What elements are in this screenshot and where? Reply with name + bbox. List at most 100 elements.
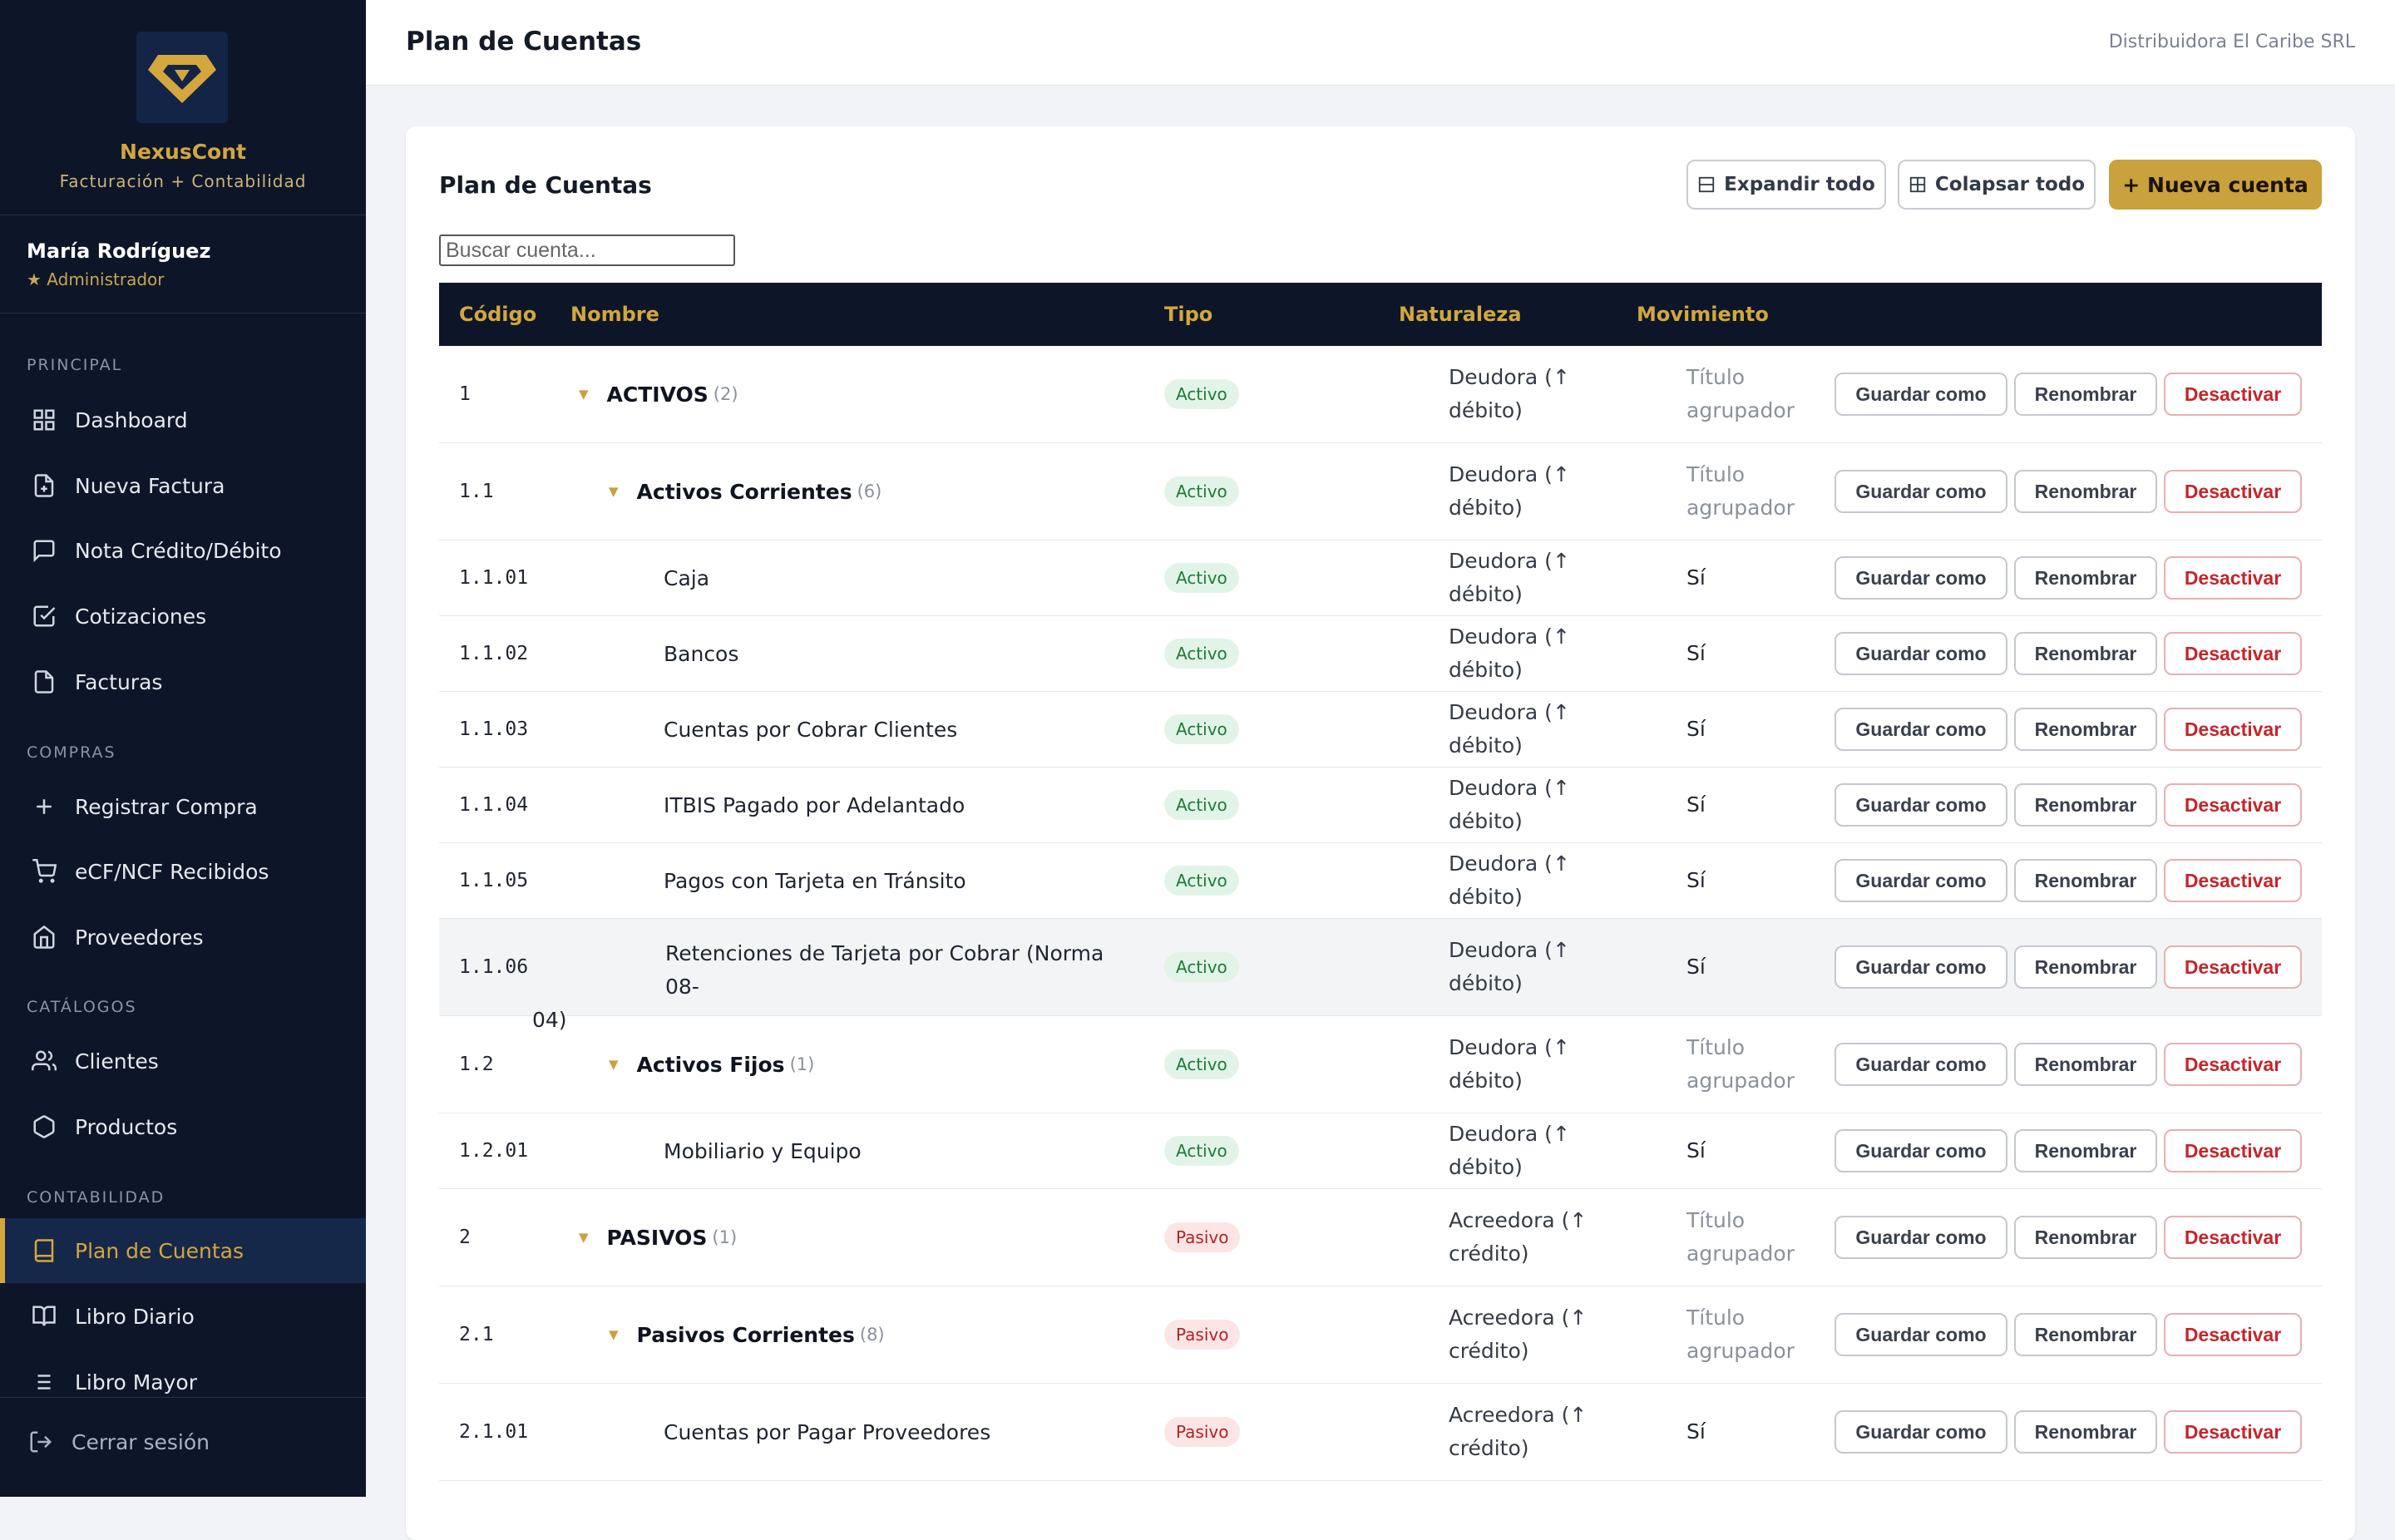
deactivate-button[interactable]: Desactivar bbox=[2164, 1129, 2302, 1172]
rename-button[interactable]: Renombrar bbox=[2014, 708, 2157, 751]
collapse-icon bbox=[1909, 175, 1927, 194]
save-as-button[interactable]: Guardar como bbox=[1835, 1216, 2007, 1259]
account-nature: Deudora (↑ débito) bbox=[1449, 938, 1570, 995]
save-as-button[interactable]: Guardar como bbox=[1835, 1129, 2007, 1172]
save-as-button[interactable]: Guardar como bbox=[1835, 945, 2007, 989]
nature-cell: Deudora (↑ débito) bbox=[1449, 692, 1640, 767]
rename-button[interactable]: Renombrar bbox=[2014, 1043, 2157, 1086]
save-as-button[interactable]: Guardar como bbox=[1835, 556, 2007, 600]
account-movement: Sí bbox=[1686, 717, 1706, 741]
nature-cell: Deudora (↑ débito) bbox=[1449, 540, 1640, 615]
rename-button[interactable]: Renombrar bbox=[2014, 859, 2157, 902]
section-contabilidad: CONTABILIDAD bbox=[27, 1188, 165, 1207]
collapse-all-button[interactable]: Colapsar todo bbox=[1898, 160, 2096, 210]
save-as-button[interactable]: Guardar como bbox=[1835, 708, 2007, 751]
caret-down-icon[interactable]: ▼ bbox=[609, 1057, 619, 1072]
expand-all-label: Expandir todo bbox=[1724, 174, 1875, 195]
message-icon bbox=[30, 536, 58, 565]
rename-button[interactable]: Renombrar bbox=[2014, 632, 2157, 675]
account-name: Caja bbox=[664, 565, 710, 590]
save-as-button[interactable]: Guardar como bbox=[1835, 783, 2007, 827]
row-actions: Guardar como Renombrar Desactivar bbox=[1828, 1286, 2302, 1383]
user-role: ★ Administrador bbox=[27, 269, 165, 289]
movement-cell: Sí bbox=[1686, 616, 1853, 691]
sidebar-item-facturas[interactable]: Facturas bbox=[0, 649, 366, 714]
sidebar-item-registrar-compra[interactable]: Registrar Compra bbox=[0, 774, 366, 839]
save-as-button[interactable]: Guardar como bbox=[1835, 1410, 2007, 1454]
movement-cell: Título agrupador bbox=[1686, 443, 1853, 540]
type-badge: Activo bbox=[1164, 476, 1239, 506]
sidebar-item-label: Plan de Cuentas bbox=[75, 1238, 244, 1263]
rename-button[interactable]: Renombrar bbox=[2014, 945, 2157, 989]
brand-name: NexusCont bbox=[120, 140, 246, 164]
rename-button[interactable]: Renombrar bbox=[2014, 1410, 2157, 1454]
account-name-cell: Mobiliario y Equipo bbox=[664, 1113, 862, 1188]
deactivate-button[interactable]: Desactivar bbox=[2164, 556, 2302, 600]
save-as-button[interactable]: Guardar como bbox=[1835, 1313, 2007, 1356]
deactivate-button[interactable]: Desactivar bbox=[2164, 1410, 2302, 1454]
table-row: 1 ▼ ACTIVOS (2) Activo Deudora (↑ débito) Títu… bbox=[439, 346, 2322, 443]
account-nature: Deudora (↑ débito) bbox=[1449, 549, 1570, 606]
account-name: ACTIVOS bbox=[606, 382, 709, 407]
rename-button[interactable]: Renombrar bbox=[2014, 1129, 2157, 1172]
col-code: Código bbox=[459, 303, 537, 326]
sidebar-item-plan-de-cuentas[interactable]: Plan de Cuentas bbox=[0, 1218, 366, 1283]
save-as-button[interactable]: Guardar como bbox=[1835, 373, 2007, 416]
expand-all-button[interactable]: Expandir todo bbox=[1686, 160, 1886, 210]
account-name: Cuentas por Pagar Proveedores bbox=[664, 1419, 991, 1444]
deactivate-button[interactable]: Desactivar bbox=[2164, 470, 2302, 513]
account-name: Mobiliario y Equipo bbox=[664, 1138, 862, 1163]
deactivate-button[interactable]: Desactivar bbox=[2164, 1043, 2302, 1086]
deactivate-button[interactable]: Desactivar bbox=[2164, 945, 2302, 989]
rename-button[interactable]: Renombrar bbox=[2014, 783, 2157, 827]
deactivate-button[interactable]: Desactivar bbox=[2164, 373, 2302, 416]
save-as-button[interactable]: Guardar como bbox=[1835, 859, 2007, 902]
type-badge: Activo bbox=[1164, 952, 1239, 982]
new-account-button[interactable]: + Nueva cuenta bbox=[2109, 160, 2322, 210]
col-movement: Movimiento bbox=[1637, 303, 1769, 326]
table-row: 1.2 ▼ Activos Fijos (1) Activo Deudora (↑ déb… bbox=[439, 1016, 2322, 1113]
section-compras: COMPRAS bbox=[27, 743, 116, 762]
section-catalogos: CATÁLOGOS bbox=[27, 998, 137, 1016]
save-as-button[interactable]: Guardar como bbox=[1835, 632, 2007, 675]
account-name-cell: Pagos con Tarjeta en Tránsito bbox=[664, 843, 966, 918]
search-input[interactable] bbox=[439, 234, 735, 266]
sidebar-item-ecf-recibidos[interactable]: eCF/NCF Recibidos bbox=[0, 839, 366, 904]
deactivate-button[interactable]: Desactivar bbox=[2164, 632, 2302, 675]
account-name-cell: ITBIS Pagado por Adelantado bbox=[664, 768, 965, 842]
account-movement: Sí bbox=[1686, 565, 1706, 590]
file-plus-icon bbox=[30, 471, 58, 500]
logout-button[interactable]: Cerrar sesión bbox=[28, 1429, 210, 1454]
account-nature: Deudora (↑ débito) bbox=[1449, 1122, 1570, 1179]
sidebar-item-cotizaciones[interactable]: Cotizaciones bbox=[0, 584, 366, 649]
save-as-button[interactable]: Guardar como bbox=[1835, 1043, 2007, 1086]
sidebar-item-dashboard[interactable]: Dashboard bbox=[0, 387, 366, 452]
account-name-line2: 04) bbox=[532, 1008, 567, 1032]
deactivate-button[interactable]: Desactivar bbox=[2164, 783, 2302, 827]
sidebar-item-proveedores[interactable]: Proveedores bbox=[0, 905, 366, 970]
deactivate-button[interactable]: Desactivar bbox=[2164, 1216, 2302, 1259]
sidebar-item-productos[interactable]: Productos bbox=[0, 1094, 366, 1159]
caret-down-icon[interactable]: ▼ bbox=[579, 1230, 589, 1245]
deactivate-button[interactable]: Desactivar bbox=[2164, 708, 2302, 751]
caret-down-icon[interactable]: ▼ bbox=[579, 387, 589, 402]
sidebar-item-libro-diario[interactable]: Libro Diario bbox=[0, 1284, 366, 1349]
nature-cell: Deudora (↑ débito) bbox=[1449, 919, 1640, 1015]
rename-button[interactable]: Renombrar bbox=[2014, 373, 2157, 416]
deactivate-button[interactable]: Desactivar bbox=[2164, 1313, 2302, 1356]
sidebar-item-clientes[interactable]: Clientes bbox=[0, 1029, 366, 1093]
rename-button[interactable]: Renombrar bbox=[2014, 556, 2157, 600]
rename-button[interactable]: Renombrar bbox=[2014, 470, 2157, 513]
sidebar-item-nueva-factura[interactable]: Nueva Factura bbox=[0, 453, 366, 518]
deactivate-button[interactable]: Desactivar bbox=[2164, 859, 2302, 902]
type-cell: Activo bbox=[1164, 768, 1239, 842]
caret-down-icon[interactable]: ▼ bbox=[609, 1327, 619, 1342]
rename-button[interactable]: Renombrar bbox=[2014, 1216, 2157, 1259]
sidebar-item-libro-mayor[interactable]: Libro Mayor bbox=[0, 1350, 366, 1414]
rename-button[interactable]: Renombrar bbox=[2014, 1313, 2157, 1356]
save-as-button[interactable]: Guardar como bbox=[1835, 470, 2007, 513]
type-cell: Activo bbox=[1164, 919, 1239, 1015]
caret-down-icon[interactable]: ▼ bbox=[609, 484, 619, 499]
sidebar-item-nota-credito[interactable]: Nota Crédito/Débito bbox=[0, 518, 366, 583]
account-movement: Sí bbox=[1686, 641, 1706, 665]
